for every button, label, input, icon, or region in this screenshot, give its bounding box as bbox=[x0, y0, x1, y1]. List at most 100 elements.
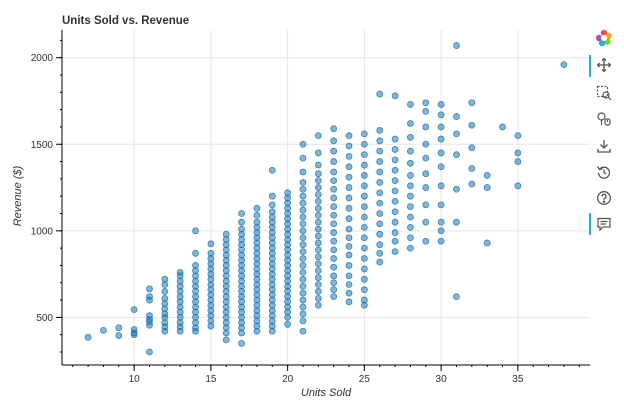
scatter-point bbox=[268, 166, 276, 174]
chart-toolbar bbox=[589, 28, 620, 238]
scatter-point bbox=[391, 92, 399, 100]
scatter-point bbox=[299, 178, 307, 186]
scatter-point bbox=[391, 177, 399, 185]
scatter-point bbox=[422, 218, 430, 226]
scatter-point bbox=[345, 243, 353, 250]
scatter-point bbox=[314, 161, 322, 169]
scatter-point bbox=[192, 249, 199, 257]
scatter-point bbox=[330, 246, 338, 254]
scatter-point bbox=[146, 321, 153, 329]
scatter-point bbox=[360, 213, 368, 221]
scatter-point bbox=[391, 166, 399, 174]
scatter-point bbox=[161, 281, 169, 288]
scatter-point bbox=[360, 172, 368, 179]
scatter-point bbox=[391, 248, 399, 256]
scatter-point bbox=[130, 306, 138, 313]
scatter-point bbox=[407, 159, 414, 167]
scatter-point bbox=[468, 165, 476, 172]
scatter-point bbox=[238, 339, 245, 347]
scatter-point bbox=[360, 223, 368, 231]
scatter-point bbox=[453, 218, 460, 226]
y-tick-label: 2000 bbox=[31, 53, 54, 64]
wheel-zoom-tool-icon[interactable] bbox=[592, 109, 616, 129]
scatter-point bbox=[314, 170, 322, 178]
grid-lines bbox=[62, 30, 590, 365]
scatter-point bbox=[299, 248, 307, 256]
hover-tool-icon[interactable] bbox=[592, 214, 616, 234]
scatter-point bbox=[360, 203, 368, 210]
scatter-point bbox=[299, 234, 307, 242]
scatter-point bbox=[314, 260, 322, 268]
scatter-point bbox=[360, 140, 368, 148]
scatter-point bbox=[391, 135, 399, 143]
pan-tool-icon[interactable] bbox=[592, 55, 616, 75]
save-tool-icon[interactable] bbox=[592, 136, 616, 156]
scatter-point bbox=[437, 123, 445, 131]
scatter-point bbox=[330, 272, 338, 280]
scatter-point bbox=[360, 286, 368, 294]
scatter-point bbox=[376, 241, 384, 249]
scatter-point bbox=[192, 327, 199, 335]
scatter-point bbox=[314, 204, 322, 212]
scatter-point bbox=[284, 313, 292, 321]
scatter-point bbox=[330, 177, 338, 185]
scatter-point bbox=[299, 296, 307, 304]
scatter-point bbox=[391, 218, 399, 226]
scatter-point bbox=[299, 154, 307, 162]
bokeh-logo-icon[interactable] bbox=[592, 28, 616, 48]
scatter-point bbox=[299, 220, 307, 228]
scatter-point bbox=[422, 107, 430, 115]
scatter-point bbox=[299, 268, 307, 276]
help-tool-icon[interactable] bbox=[592, 188, 616, 208]
scatter-point bbox=[330, 293, 338, 301]
scatter-point bbox=[407, 101, 414, 108]
scatter-point bbox=[345, 251, 353, 259]
scatter-point bbox=[299, 327, 307, 335]
scatter-point bbox=[345, 298, 353, 306]
scatter-point bbox=[437, 237, 445, 245]
scatter-point bbox=[422, 99, 430, 107]
scatter-point bbox=[437, 163, 445, 171]
scatter-point bbox=[314, 177, 322, 185]
reset-tool-icon[interactable] bbox=[592, 162, 616, 182]
scatter-point bbox=[376, 220, 384, 228]
scatter-point bbox=[391, 156, 399, 164]
scatter-point bbox=[299, 310, 307, 318]
scatter-point bbox=[238, 218, 245, 226]
scatter-point bbox=[314, 267, 322, 275]
scatter-point bbox=[422, 170, 430, 178]
y-tick-label: 1500 bbox=[31, 140, 54, 151]
scatter-point bbox=[376, 127, 384, 134]
scatter-point bbox=[314, 281, 322, 288]
scatter-point bbox=[299, 168, 307, 176]
scatter-point bbox=[330, 220, 338, 228]
scatter-point bbox=[376, 147, 384, 155]
scatter-point bbox=[161, 288, 169, 295]
scatter-point bbox=[345, 272, 353, 280]
scatter-point bbox=[376, 137, 384, 145]
scatter-point bbox=[299, 317, 307, 325]
scatter-point bbox=[376, 249, 384, 257]
x-tick-label: 20 bbox=[282, 374, 294, 385]
scatter-point bbox=[437, 149, 445, 157]
scatter-point bbox=[514, 149, 522, 157]
scatter-point bbox=[222, 329, 230, 337]
scatter-point bbox=[299, 303, 307, 311]
scatter-point bbox=[253, 211, 261, 219]
scatter-point bbox=[422, 237, 430, 245]
scatter-point bbox=[376, 210, 384, 217]
y-tick-label: 500 bbox=[36, 313, 53, 324]
scatter-point bbox=[345, 194, 353, 202]
scatter-point bbox=[437, 111, 445, 119]
scatter-point bbox=[376, 258, 384, 266]
scatter-point bbox=[146, 348, 153, 356]
scatter-point bbox=[115, 324, 123, 332]
scatter-point bbox=[299, 199, 307, 207]
scatter-point bbox=[330, 137, 338, 145]
scatter-point bbox=[192, 227, 199, 235]
scatter-point bbox=[483, 184, 491, 191]
box-zoom-tool-icon[interactable] bbox=[592, 83, 616, 103]
scatter-point bbox=[345, 215, 353, 223]
scatter-point bbox=[299, 206, 307, 214]
scatter-point bbox=[314, 211, 322, 219]
